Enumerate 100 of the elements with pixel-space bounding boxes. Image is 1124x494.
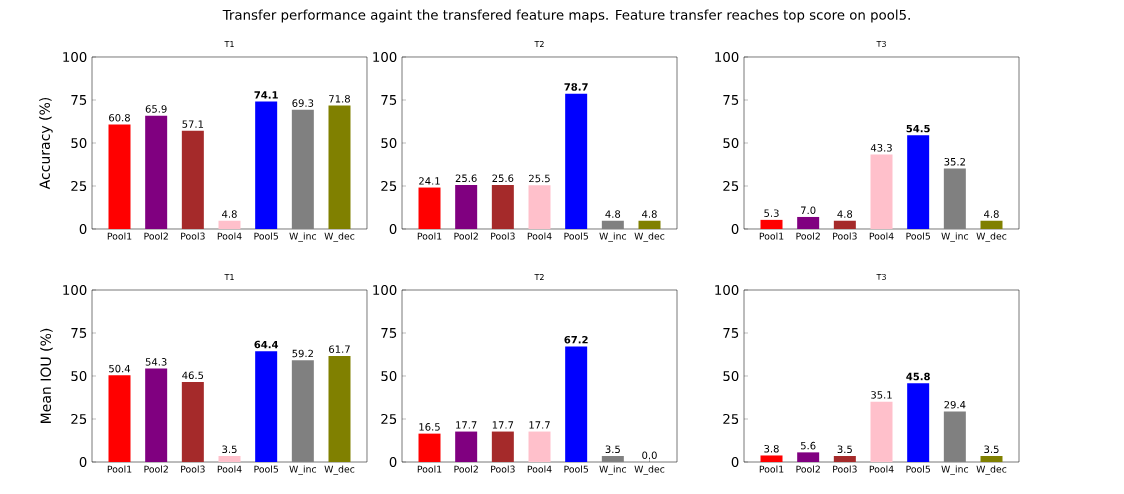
x-tick-label: Pool5	[906, 232, 930, 240]
data-label: 64.4	[254, 340, 279, 349]
bar	[255, 101, 278, 229]
x-tick-label: Pool3	[181, 232, 205, 240]
bar	[181, 130, 204, 229]
x-tick-label: W_inc	[599, 232, 627, 242]
x-tick-label: Pool4	[527, 465, 552, 473]
y-tick-label: 100	[715, 284, 739, 296]
y-tick-label: 100	[373, 284, 397, 296]
data-label: 54.3	[145, 358, 167, 366]
x-tick-label: Pool2	[454, 232, 478, 240]
data-label: 25.6	[492, 174, 514, 183]
data-label: 45.8	[906, 372, 930, 381]
x-tick-label: W_dec	[634, 465, 665, 475]
data-label: 35.1	[871, 391, 892, 399]
y-tick-label: 0	[79, 456, 87, 468]
data-label: 54.5	[906, 124, 930, 133]
y-tick-label: 25	[71, 413, 87, 425]
y-tick-label: 75	[71, 328, 87, 338]
x-tick-label: Pool4	[869, 232, 894, 240]
x-tick-label: W_dec	[634, 232, 665, 242]
x-tick-label: Pool1	[759, 232, 784, 240]
data-label: 67.2	[564, 335, 588, 344]
y-tick-label: 0	[389, 223, 397, 235]
y-tick-label: 25	[71, 180, 87, 192]
x-tick-label: W_inc	[941, 465, 969, 475]
data-label: 65.9	[145, 105, 167, 113]
chart-title: T3	[876, 40, 886, 47]
y-tick-label: 0	[79, 223, 87, 235]
x-tick-label: Pool2	[144, 465, 168, 473]
y-tick-label: 100	[715, 51, 739, 63]
x-tick-label: Pool5	[254, 232, 278, 240]
bar	[108, 124, 131, 229]
bar	[797, 216, 820, 229]
y-tick-label: 50	[71, 137, 87, 149]
x-tick-label: Pool5	[564, 232, 588, 240]
bar	[455, 431, 478, 462]
data-label: 4.8	[984, 210, 999, 218]
data-label: 43.3	[870, 144, 892, 152]
data-label: 71.8	[329, 95, 350, 103]
x-tick-label: Pool3	[491, 232, 515, 240]
x-tick-label: Pool3	[833, 232, 857, 240]
bar	[491, 431, 514, 462]
x-tick-label: Pool1	[107, 232, 132, 240]
x-tick-label: W_inc	[289, 465, 317, 475]
bar	[760, 219, 783, 229]
bar	[980, 455, 1003, 462]
data-label: 3.5	[605, 445, 620, 454]
y-tick-label: 50	[71, 370, 87, 382]
data-label: 25.6	[455, 174, 477, 183]
y-tick-label: 75	[381, 328, 397, 338]
bar	[218, 455, 241, 462]
data-label: 7.0	[801, 206, 816, 215]
bar	[491, 184, 514, 229]
data-label: 4.8	[642, 210, 657, 218]
x-tick-label: Pool3	[181, 465, 205, 473]
chart-title: T1	[224, 41, 234, 47]
x-tick-label: Pool2	[796, 465, 820, 473]
bar	[565, 346, 588, 462]
bar	[943, 168, 966, 229]
x-tick-label: W_inc	[941, 232, 969, 242]
data-label: 29.4	[944, 400, 966, 409]
bar	[255, 351, 278, 462]
bar	[601, 455, 624, 462]
data-label: 17.7	[456, 421, 477, 429]
data-label: 61.7	[329, 345, 350, 353]
y-tick-label: 100	[63, 51, 87, 63]
bar	[328, 105, 351, 229]
data-label: 3.5	[837, 445, 852, 454]
data-label: 3.5	[222, 445, 237, 454]
bar	[145, 115, 168, 229]
x-tick-label: Pool1	[759, 465, 784, 473]
data-label: 24.1	[419, 177, 440, 185]
bar	[601, 220, 624, 229]
y-tick-label: 75	[71, 95, 87, 105]
x-tick-label: Pool1	[107, 465, 132, 473]
y-tick-label: 0	[389, 456, 397, 468]
data-label: 3.8	[764, 444, 779, 453]
x-tick-label: Pool5	[254, 465, 278, 473]
y-tick-label: 0	[731, 456, 739, 468]
y-tick-label: 25	[381, 413, 397, 425]
bar	[870, 154, 893, 229]
bar	[418, 187, 441, 229]
y-tick-label: 75	[723, 95, 739, 105]
chart-title: T2	[534, 41, 544, 47]
bar	[907, 383, 930, 462]
x-tick-label: W_inc	[289, 232, 317, 242]
x-tick-label: W_dec	[976, 465, 1007, 475]
x-tick-label: Pool1	[417, 465, 442, 473]
chart-title: T1	[224, 274, 234, 280]
data-label: 25.5	[529, 174, 550, 183]
y-tick-label: 75	[723, 328, 739, 338]
data-label: 16.5	[419, 423, 440, 431]
x-tick-label: W_dec	[324, 465, 355, 475]
y-tick-label: 0	[731, 223, 739, 235]
x-tick-label: W_inc	[599, 465, 627, 475]
x-tick-label: Pool1	[417, 232, 442, 240]
y-axis-title: Mean IOU (%)	[40, 328, 53, 423]
data-label: 4.8	[605, 210, 621, 218]
x-tick-label: Pool2	[796, 232, 820, 240]
